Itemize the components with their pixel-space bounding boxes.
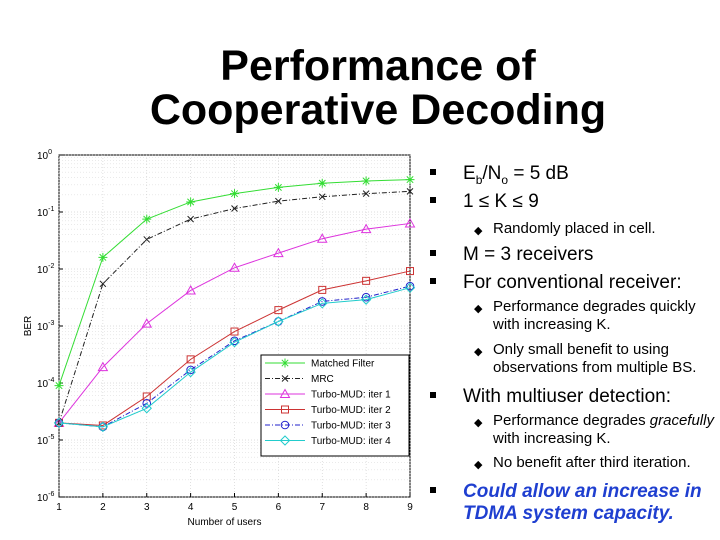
diamond-bullet-icon: ◆ xyxy=(474,417,483,429)
ber-chart: 100 10-1 10-2 10-3 10-4 10-5 10-61 2 3 4 5 6 7 8 9 Numb… xyxy=(23,149,416,528)
bullet-marker xyxy=(430,392,436,398)
x-tick-label: 5 xyxy=(232,502,238,513)
series-line xyxy=(58,287,411,428)
legend-marker xyxy=(280,420,290,430)
data-point xyxy=(406,267,414,276)
x-tick-label: 4 xyxy=(188,502,194,513)
x-tick-label: 9 xyxy=(407,502,413,513)
y-tick-label: 10-1 xyxy=(37,206,54,219)
data-point xyxy=(360,223,372,234)
series-3 xyxy=(53,217,416,427)
bullet-marker xyxy=(430,169,436,175)
data-point xyxy=(360,294,372,305)
series-line xyxy=(58,270,411,426)
data-point xyxy=(231,205,238,212)
data-point xyxy=(274,306,283,315)
y-axis-label: BER xyxy=(23,316,34,337)
title-line-2: Cooperative Decoding xyxy=(149,86,607,134)
data-point xyxy=(275,197,282,205)
data-point xyxy=(141,318,153,328)
data-point xyxy=(54,381,64,391)
legend-marker xyxy=(279,388,291,398)
data-point xyxy=(99,280,107,288)
diamond-bullet-icon: ◆ xyxy=(474,303,483,315)
x-tick-label: 7 xyxy=(319,502,325,513)
legend-marker xyxy=(279,435,291,446)
data-point xyxy=(186,355,195,364)
data-point xyxy=(405,281,415,291)
data-point xyxy=(187,215,194,223)
data-point xyxy=(316,233,328,243)
data-point xyxy=(273,316,284,327)
data-point xyxy=(98,252,108,262)
diamond-bullet-icon: ◆ xyxy=(474,459,483,471)
y-tick-label: 10-2 xyxy=(37,263,54,276)
diamond-bullet-icon: ◆ xyxy=(474,225,483,237)
data-point xyxy=(186,197,196,207)
x-tick-label: 6 xyxy=(276,502,282,513)
data-point xyxy=(185,284,196,295)
data-point xyxy=(404,217,416,228)
series-line xyxy=(58,222,411,424)
data-point xyxy=(362,276,371,285)
data-point xyxy=(185,366,196,378)
bullet-marker xyxy=(430,487,436,493)
y-tick-label: 10-6 xyxy=(37,491,54,504)
legend-label: Turbo-MUD: iter 1 xyxy=(311,390,391,401)
diamond-bullet-icon: ◆ xyxy=(474,346,483,358)
series-line xyxy=(58,285,411,428)
y-tick-label: 100 xyxy=(37,149,52,162)
series-1 xyxy=(54,175,415,391)
data-point xyxy=(229,262,240,272)
series-6 xyxy=(53,282,416,433)
bullet-marker xyxy=(430,250,436,256)
data-point xyxy=(361,176,371,186)
data-point xyxy=(230,189,239,199)
data-point xyxy=(406,188,414,195)
legend-label: Turbo-MUD: iter 2 xyxy=(311,405,391,416)
legend-marker xyxy=(280,358,290,368)
legend-label: MRC xyxy=(311,374,334,385)
data-point xyxy=(317,297,327,306)
title-line-1: Performance of xyxy=(220,42,536,90)
slide-title: Performance of Cooperative Decoding xyxy=(0,44,720,132)
x-tick-label: 2 xyxy=(100,502,106,513)
x-tick-label: 8 xyxy=(363,502,369,513)
data-point xyxy=(317,178,327,188)
legend-label: Matched Filter xyxy=(311,359,375,370)
data-point xyxy=(273,247,284,258)
data-point xyxy=(230,327,239,336)
y-tick-label: 10-3 xyxy=(37,320,54,333)
data-point xyxy=(318,193,326,201)
data-point xyxy=(97,361,109,372)
data-point xyxy=(97,421,109,433)
legend-label: Turbo-MUD: iter 4 xyxy=(311,436,391,447)
data-point xyxy=(142,214,152,224)
data-point xyxy=(229,336,240,348)
bullet-marker xyxy=(430,278,436,284)
data-point xyxy=(53,417,65,429)
y-tick-label: 10-4 xyxy=(37,377,54,390)
legend-marker xyxy=(281,375,289,382)
legend-marker xyxy=(281,405,289,414)
data-point xyxy=(317,298,328,309)
y-tick-label: 10-5 xyxy=(37,434,54,447)
data-point xyxy=(142,399,152,408)
x-tick-label: 3 xyxy=(144,502,150,513)
x-tick-label: 1 xyxy=(56,502,62,513)
data-point xyxy=(362,190,370,197)
data-point xyxy=(404,282,416,293)
data-point xyxy=(141,403,152,414)
data-point xyxy=(273,182,283,192)
data-point xyxy=(143,236,151,243)
x-axis-label: Number of users xyxy=(188,517,262,528)
legend-label: Turbo-MUD: iter 3 xyxy=(311,421,391,432)
data-point xyxy=(318,285,327,294)
data-point xyxy=(361,292,371,302)
legend: Matched Filter MRC Turbo-MUD: iter 1 Turbo-… xyxy=(260,354,410,457)
series-2 xyxy=(55,188,414,427)
bullet-marker xyxy=(430,197,436,203)
data-point xyxy=(405,175,415,185)
